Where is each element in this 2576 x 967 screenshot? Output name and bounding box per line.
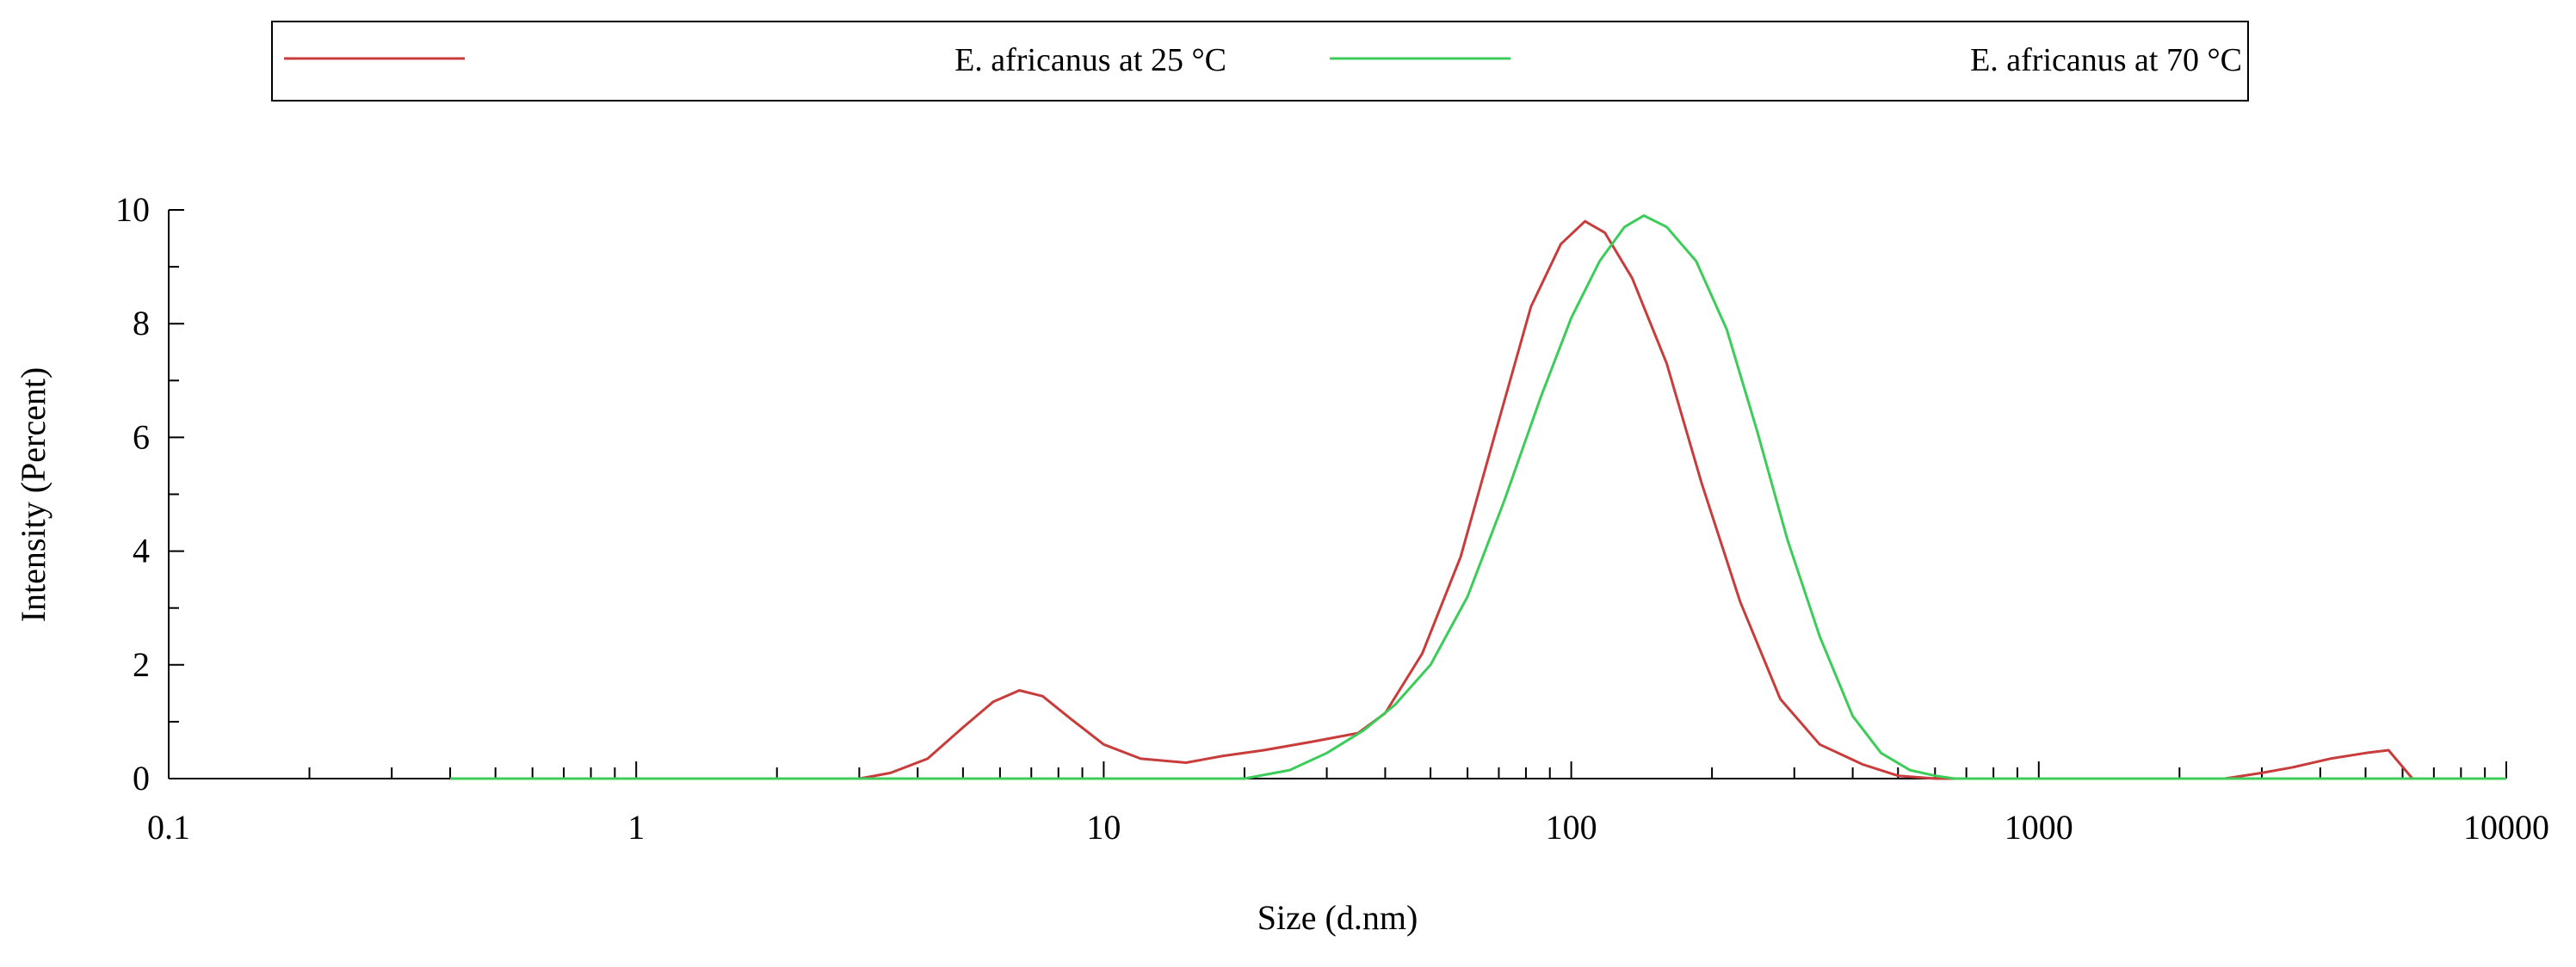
x-tick-label: 10000 xyxy=(2463,808,2549,847)
x-tick-label: 1 xyxy=(627,808,645,847)
y-tick-label: 6 xyxy=(133,417,150,456)
y-ticks: 0 2 4 6 8 10 xyxy=(115,190,184,798)
series-line-70c xyxy=(450,214,2506,780)
x-axis-title: Size (d.nm) xyxy=(1257,898,1418,937)
x-minor-ticks xyxy=(308,767,2486,779)
y-tick-label: 4 xyxy=(133,532,150,570)
x-major-ticks: 0.1 1 10 100 1000 10000 xyxy=(147,761,2549,847)
x-tick-label: 10 xyxy=(1086,808,1121,847)
y-axis-title: Intensity (Percent) xyxy=(14,367,53,623)
x-tick-label: 100 xyxy=(1546,808,1597,847)
legend-label-70c: E. africanus at 70 °C xyxy=(1970,42,2242,78)
series-line-25c xyxy=(450,219,2506,780)
x-tick-label: 1000 xyxy=(2005,808,2073,847)
y-tick-label: 0 xyxy=(133,759,150,798)
y-tick-label: 2 xyxy=(133,645,150,684)
series-layer xyxy=(450,214,2506,780)
legend-label-25c: E. africanus at 25 °C xyxy=(954,42,1226,78)
x-tick-label: 0.1 xyxy=(147,808,190,847)
legend: E. africanus at 25 °C E. africanus at 70… xyxy=(271,21,2249,102)
y-tick-label: 10 xyxy=(115,190,150,229)
legend-box xyxy=(271,21,2249,102)
y-tick-label: 8 xyxy=(133,304,150,342)
